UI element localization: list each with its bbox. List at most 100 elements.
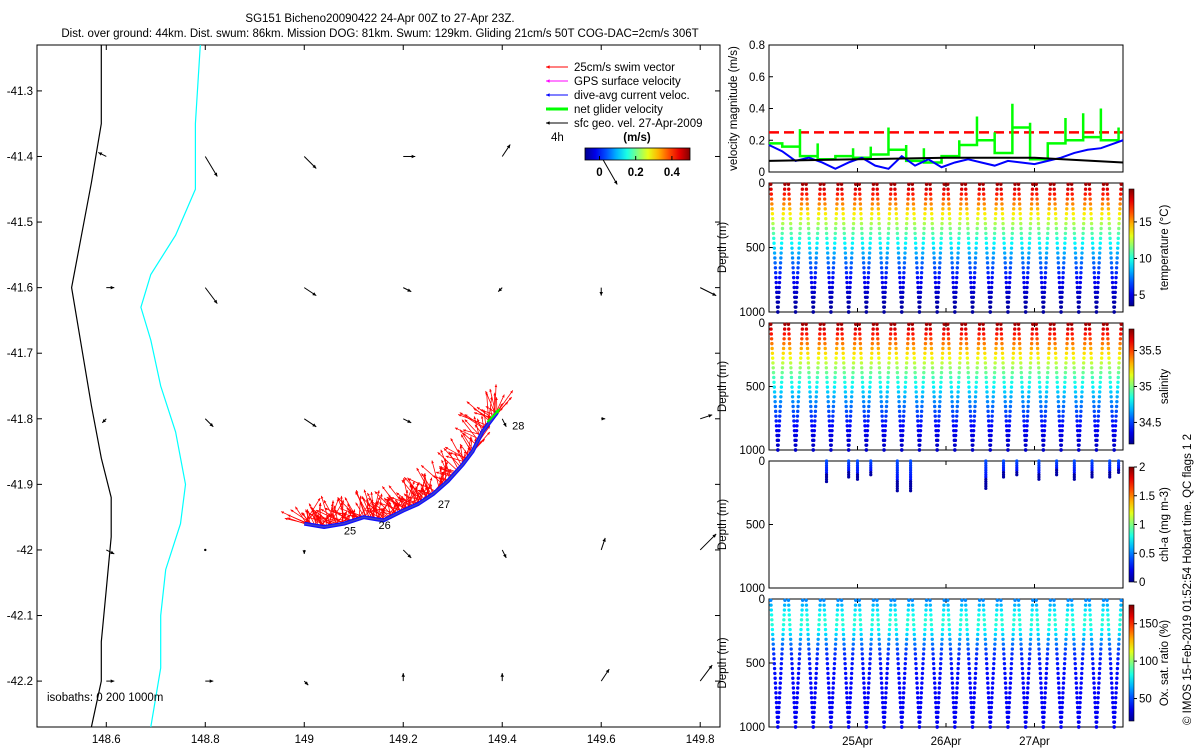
profile-point — [1109, 395, 1113, 399]
profile-point — [993, 356, 998, 360]
profile-point — [912, 207, 916, 211]
profile-point — [968, 686, 973, 690]
profile-point — [993, 361, 997, 365]
map-x-tick-label: 148.8 — [191, 734, 220, 746]
chl-point — [895, 482, 899, 486]
swim-vector-head — [340, 508, 344, 511]
legend-label: sfc geo. vel. 27-Apr-2009 — [574, 118, 703, 130]
profile-point — [790, 666, 794, 671]
profile-point — [866, 271, 871, 275]
profile-point — [1020, 395, 1025, 399]
profile-point — [800, 192, 804, 196]
profile-point — [798, 231, 802, 236]
profile-point — [1059, 310, 1063, 314]
geo-vector-head — [605, 669, 610, 674]
profile-point — [967, 385, 971, 389]
profile-point — [1071, 627, 1076, 632]
profile-point — [1081, 236, 1085, 241]
profile-point — [1007, 285, 1012, 290]
profile-point — [887, 627, 892, 632]
profile-point — [1020, 241, 1024, 245]
swim-vector-head — [441, 471, 445, 475]
profile-point — [808, 390, 812, 394]
profile-point — [859, 637, 864, 641]
swim-vector-head — [355, 502, 359, 506]
profile-point — [1075, 414, 1079, 418]
profile-point — [1008, 691, 1012, 695]
profile-point — [816, 351, 821, 355]
geo-vector — [204, 156, 218, 177]
profile-point — [798, 647, 802, 651]
profile-point — [938, 395, 942, 399]
profile-point — [1100, 207, 1104, 211]
profile-point — [882, 305, 887, 309]
profile-point — [913, 236, 918, 241]
profile-point — [1061, 691, 1065, 695]
profile-point — [799, 351, 803, 355]
profile-point — [1054, 221, 1058, 226]
profile-point — [813, 691, 817, 695]
profile-point — [1079, 409, 1083, 414]
profile-point — [1000, 202, 1004, 206]
profile-point — [863, 280, 867, 285]
profile-point — [885, 399, 889, 404]
profile-point — [958, 207, 963, 211]
profile-point — [864, 443, 869, 447]
profile-point — [1011, 351, 1016, 355]
profile-point — [949, 241, 953, 245]
profile-point — [949, 236, 953, 241]
profile-point — [1047, 207, 1051, 211]
profile-point — [800, 608, 804, 612]
profile-point — [1020, 385, 1024, 389]
profile-point — [986, 419, 991, 423]
profile-point — [791, 404, 795, 409]
profile-point — [902, 676, 907, 680]
profile-point — [1074, 266, 1078, 270]
profile-point — [971, 705, 976, 710]
profile-point — [933, 280, 938, 285]
profile-point — [825, 236, 829, 241]
profile-point — [1029, 622, 1034, 627]
profile-point — [1101, 608, 1105, 612]
profile-point — [1115, 666, 1120, 671]
profile-point — [958, 351, 962, 355]
profile-point — [1073, 251, 1078, 255]
profile-point — [970, 310, 975, 314]
profile-point — [815, 661, 819, 666]
profile-point — [972, 414, 977, 418]
profile-point — [1110, 696, 1115, 700]
profile-point — [850, 385, 854, 389]
profile-point — [973, 409, 977, 414]
profile-point — [1006, 300, 1011, 304]
profile-point — [1052, 332, 1057, 336]
geo-vector-head — [213, 172, 218, 177]
profile-point — [885, 671, 889, 676]
profile-point — [986, 404, 990, 409]
profile-point — [1036, 216, 1040, 221]
profile-point — [854, 598, 858, 602]
chl-point — [847, 466, 851, 470]
profile-point — [840, 613, 845, 617]
swim-vector-head — [386, 497, 390, 500]
profile-point — [790, 251, 794, 255]
profile-point — [827, 691, 831, 695]
profile-point — [769, 182, 773, 186]
profile-point — [846, 448, 851, 452]
profile-point — [940, 637, 944, 641]
profile-point — [866, 686, 871, 690]
profile-point — [1101, 603, 1105, 607]
profile-point — [948, 366, 952, 370]
profile-point — [940, 351, 945, 355]
profile-point — [1023, 725, 1028, 729]
profile-point — [987, 285, 991, 290]
profile-point — [958, 216, 962, 221]
profile-point — [1013, 327, 1017, 331]
profile-point — [928, 192, 933, 196]
profile-point — [786, 598, 791, 602]
profile-point — [1113, 295, 1117, 299]
profile-point — [1083, 192, 1087, 196]
profile-point — [1001, 637, 1005, 641]
profile-point — [809, 266, 813, 270]
profile-point — [1070, 187, 1074, 191]
profile-point — [1089, 351, 1093, 355]
